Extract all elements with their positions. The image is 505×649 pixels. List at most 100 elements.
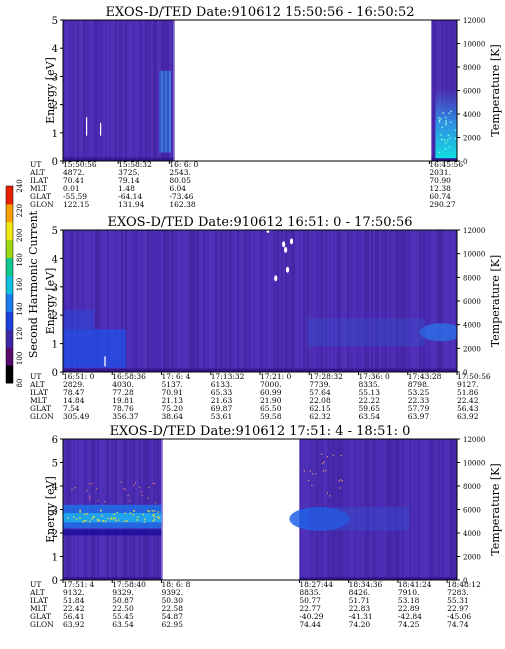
speck	[86, 513, 88, 515]
texture-stripe	[251, 230, 253, 372]
speck	[79, 511, 81, 513]
texture-stripe	[109, 20, 111, 161]
speck	[113, 513, 115, 516]
speck	[148, 510, 150, 513]
texture-stripe	[143, 20, 145, 161]
texture-stripe	[137, 20, 139, 161]
texture-stripe	[351, 230, 353, 372]
texture-stripe	[451, 439, 454, 580]
speck	[127, 495, 129, 497]
texture-stripe	[377, 439, 380, 580]
texture-stripe	[309, 230, 311, 372]
blue-blob	[419, 323, 457, 342]
texture-stripe	[455, 230, 457, 372]
orbit-value: 5137.	[162, 380, 183, 389]
texture-stripe	[345, 230, 347, 372]
texture-stripe	[91, 20, 93, 161]
texture-stripe	[153, 20, 155, 161]
orbit-value: 16:58:36	[112, 372, 146, 381]
orbit-row-label: GLON	[30, 412, 54, 421]
orbit-value: 53.18	[398, 596, 420, 605]
texture-stripe	[257, 230, 259, 372]
speck	[110, 518, 112, 520]
texture-stripe	[369, 230, 371, 372]
speck	[89, 520, 91, 523]
orbit-value: 6.04	[169, 184, 186, 193]
speck	[147, 497, 149, 499]
orbit-value: 22.77	[299, 604, 321, 613]
colorbar-swatch	[6, 239, 13, 259]
texture-stripe	[287, 230, 289, 372]
speck	[85, 520, 87, 522]
texture-stripe	[421, 230, 423, 372]
speck	[140, 491, 142, 493]
speck	[83, 520, 85, 522]
speck	[152, 513, 155, 516]
speck	[341, 480, 343, 482]
low-energy-band	[63, 368, 457, 372]
texture-stripe	[277, 230, 279, 372]
texture-stripe	[325, 230, 327, 372]
texture-stripe	[155, 230, 157, 372]
texture-stripe	[179, 230, 181, 372]
speck	[438, 151, 440, 154]
speck	[132, 514, 134, 516]
texture-stripe	[421, 439, 424, 580]
texture-stripe	[99, 230, 101, 372]
orbit-value: 18:41:24	[398, 580, 432, 589]
speck	[123, 520, 126, 522]
orbit-value: -41.31	[349, 612, 373, 621]
texture-stripe	[267, 230, 269, 372]
speck	[440, 118, 442, 120]
low-energy-band	[63, 577, 162, 580]
speck	[321, 453, 323, 455]
y2-tick-label: 4000	[463, 111, 481, 119]
texture-stripe	[329, 230, 331, 372]
orbit-row-label: GLAT	[30, 192, 51, 201]
speck	[124, 512, 126, 515]
texture-stripe	[177, 230, 179, 372]
cyan-streak	[169, 70, 171, 153]
orbit-value: 8835.	[299, 588, 320, 597]
texture-stripe	[361, 230, 363, 372]
texture-stripe	[399, 439, 402, 580]
texture-stripe	[107, 230, 109, 372]
texture-stripe	[127, 230, 129, 372]
orbit-value: 2829.	[63, 380, 84, 389]
colorbar-tick-label: 140	[16, 302, 24, 315]
texture-stripe	[425, 439, 428, 580]
orbit-value: 74.74	[447, 620, 469, 629]
texture-stripe	[357, 230, 359, 372]
texture-stripe	[433, 439, 436, 580]
texture-stripe	[407, 230, 409, 372]
texture-stripe	[135, 20, 137, 161]
white-mark	[100, 122, 102, 136]
texture-stripe	[249, 230, 251, 372]
texture-stripe	[355, 439, 358, 580]
orbit-row-label: GLAT	[30, 404, 51, 413]
colorbar-tick-label: 80	[16, 379, 24, 388]
orbit-value: 59.58	[260, 412, 282, 421]
texture-stripe	[337, 439, 340, 580]
y-tick-label: 0	[52, 368, 58, 379]
texture-stripe	[447, 230, 449, 372]
texture-stripe	[327, 230, 329, 372]
blue-region	[63, 329, 127, 368]
texture-stripe	[145, 230, 147, 372]
colorbar-tick-label: 180	[16, 253, 24, 266]
texture-stripe	[345, 439, 348, 580]
speck	[99, 509, 102, 512]
texture-stripe	[319, 230, 321, 372]
orbit-value: 18:27:44	[299, 580, 333, 589]
texture-stripe	[361, 439, 364, 580]
texture-stripe	[375, 230, 377, 372]
texture-stripe	[213, 230, 215, 372]
orbit-value: -55.59	[63, 192, 87, 201]
texture-stripe	[141, 20, 143, 161]
orbit-value: 62.15	[309, 404, 331, 413]
y-tick-label: 1	[52, 129, 58, 140]
texture-stripe	[151, 20, 153, 161]
texture-stripe	[397, 439, 400, 580]
blue-haze	[307, 318, 426, 347]
